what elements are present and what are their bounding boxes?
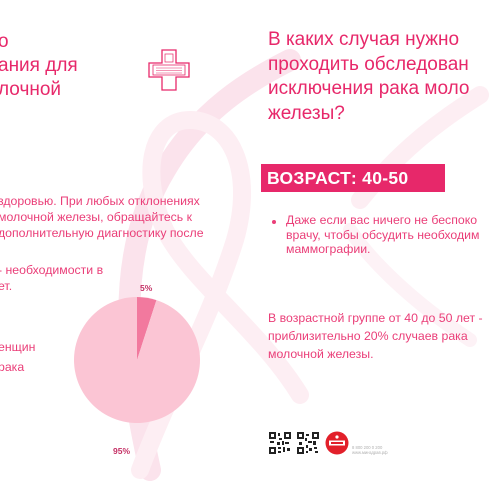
bullet-icon — [272, 220, 276, 224]
pie-label-big: 95% — [113, 446, 131, 456]
pie-label-small: 5% — [140, 283, 153, 293]
bullet-line: врачу, чтобы обсудить необходим — [286, 227, 480, 242]
bullet-line: Даже если вас ничего не беспоко — [286, 213, 478, 227]
footer-line: www.минздрав.рф — [352, 450, 388, 455]
right-stat-line: приблизительно 20% случаев рака — [268, 329, 468, 343]
left-women-line: рака — [0, 360, 25, 374]
left-stat-text: - необходимости в ет. — [0, 262, 103, 294]
left-women-line: енщин — [0, 340, 36, 354]
health-ministry-badge-icon — [325, 431, 349, 455]
right-title-line: исключения рака моло — [268, 78, 470, 99]
left-body-text: здоровью. При любых отклонениях молочной… — [0, 193, 204, 241]
left-stat-line: - необходимости в — [0, 263, 104, 277]
qr-code-icon — [269, 432, 291, 454]
left-women-text: енщин рака — [0, 337, 35, 377]
right-section-title: В каких случая нужно проходить обследова… — [268, 28, 470, 126]
left-stat-line: ет. — [0, 279, 13, 293]
footer-line: 8 800 200 0 200 — [352, 445, 383, 450]
right-title-line: железы? — [268, 102, 345, 124]
bullet-text: Даже если вас ничего не беспоко врачу, ч… — [286, 213, 479, 257]
pie-chart — [74, 297, 201, 423]
right-stat-line: молочной железы. — [268, 347, 374, 361]
left-body-line: молочной железы, обращайтесь к — [0, 210, 193, 224]
right-stat-text: В возрастной группе от 40 до 50 лет - пр… — [268, 309, 483, 363]
right-title-line: В каких случая нужно — [268, 29, 460, 50]
left-body-line: дополнительную диагностику после — [0, 226, 204, 240]
age-heading: ВОЗРАСТ: 40-50 — [267, 168, 409, 188]
left-title-line: о — [0, 31, 9, 52]
age-heading-box: ВОЗРАСТ: 40-50 — [261, 164, 445, 192]
right-stat-line: В возрастной группе от 40 до 50 лет - — [268, 311, 483, 325]
left-body-line: здоровью. При любых отклонениях — [0, 194, 200, 208]
pie-slice — [74, 297, 201, 423]
pie-slice — [137, 297, 157, 360]
bullet-line: маммографии. — [286, 242, 371, 256]
medical-cross-logo-icon — [148, 49, 190, 91]
qr-code-icon — [297, 432, 319, 454]
footer-contacts: 8 800 200 0 200 www.минздрав.рф — [352, 445, 388, 455]
left-section-title: о ания для лочной — [0, 30, 78, 102]
right-title-line: проходить обследован — [268, 53, 469, 75]
left-title-line: лочной — [0, 79, 62, 100]
left-title-line: ания для — [0, 55, 78, 76]
